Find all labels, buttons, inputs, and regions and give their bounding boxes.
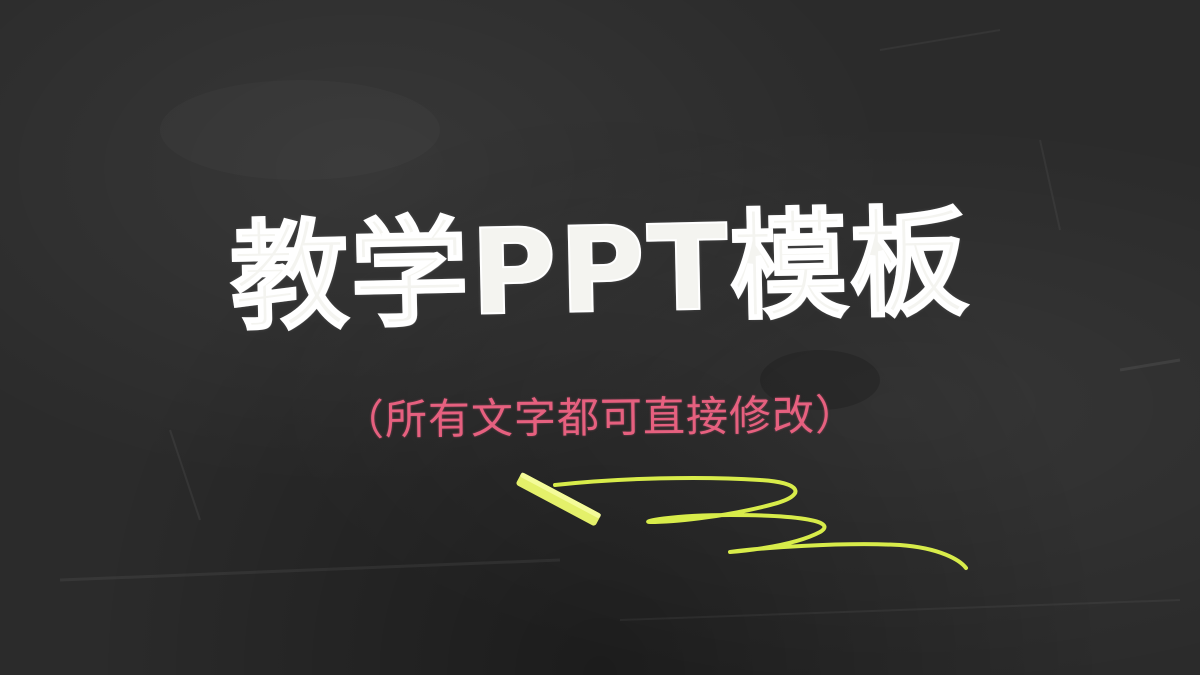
chalk-stick-icon [516,472,601,526]
chalk-decoration [516,472,968,570]
chalk-scribble [553,475,968,570]
slide-title[interactable]: 教学PPT模板 [228,192,972,347]
